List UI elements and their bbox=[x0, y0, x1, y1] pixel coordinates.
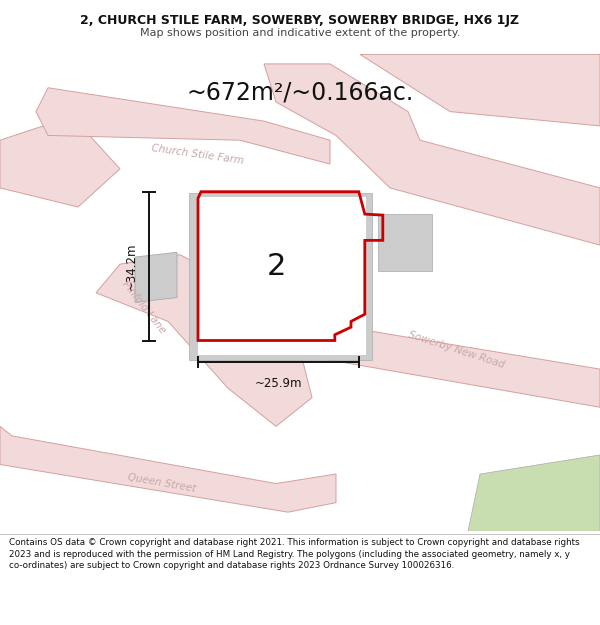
Text: Contains OS data © Crown copyright and database right 2021. This information is : Contains OS data © Crown copyright and d… bbox=[9, 538, 580, 571]
Polygon shape bbox=[36, 88, 330, 164]
Polygon shape bbox=[264, 64, 600, 245]
Polygon shape bbox=[189, 192, 372, 359]
Polygon shape bbox=[96, 254, 312, 426]
Polygon shape bbox=[288, 292, 600, 408]
Polygon shape bbox=[360, 54, 600, 126]
Polygon shape bbox=[378, 214, 432, 271]
Polygon shape bbox=[468, 455, 600, 531]
Text: Queen Street: Queen Street bbox=[127, 472, 197, 494]
Text: Church Stile Farm: Church Stile Farm bbox=[151, 143, 245, 166]
Text: Sowerby New Road: Sowerby New Road bbox=[407, 330, 505, 371]
Polygon shape bbox=[198, 198, 366, 355]
Text: 2: 2 bbox=[266, 252, 286, 281]
Text: ~672m²/~0.166ac.: ~672m²/~0.166ac. bbox=[187, 81, 413, 104]
Text: ~25.9m: ~25.9m bbox=[254, 377, 302, 390]
Text: 2, CHURCH STILE FARM, SOWERBY, SOWERBY BRIDGE, HX6 1JZ: 2, CHURCH STILE FARM, SOWERBY, SOWERBY B… bbox=[80, 14, 520, 27]
Text: Pinfold Lane: Pinfold Lane bbox=[121, 279, 167, 335]
Text: ~34.2m: ~34.2m bbox=[124, 242, 137, 290]
Polygon shape bbox=[135, 253, 177, 302]
Text: Map shows position and indicative extent of the property.: Map shows position and indicative extent… bbox=[140, 28, 460, 38]
Polygon shape bbox=[0, 426, 336, 512]
Polygon shape bbox=[0, 116, 120, 207]
